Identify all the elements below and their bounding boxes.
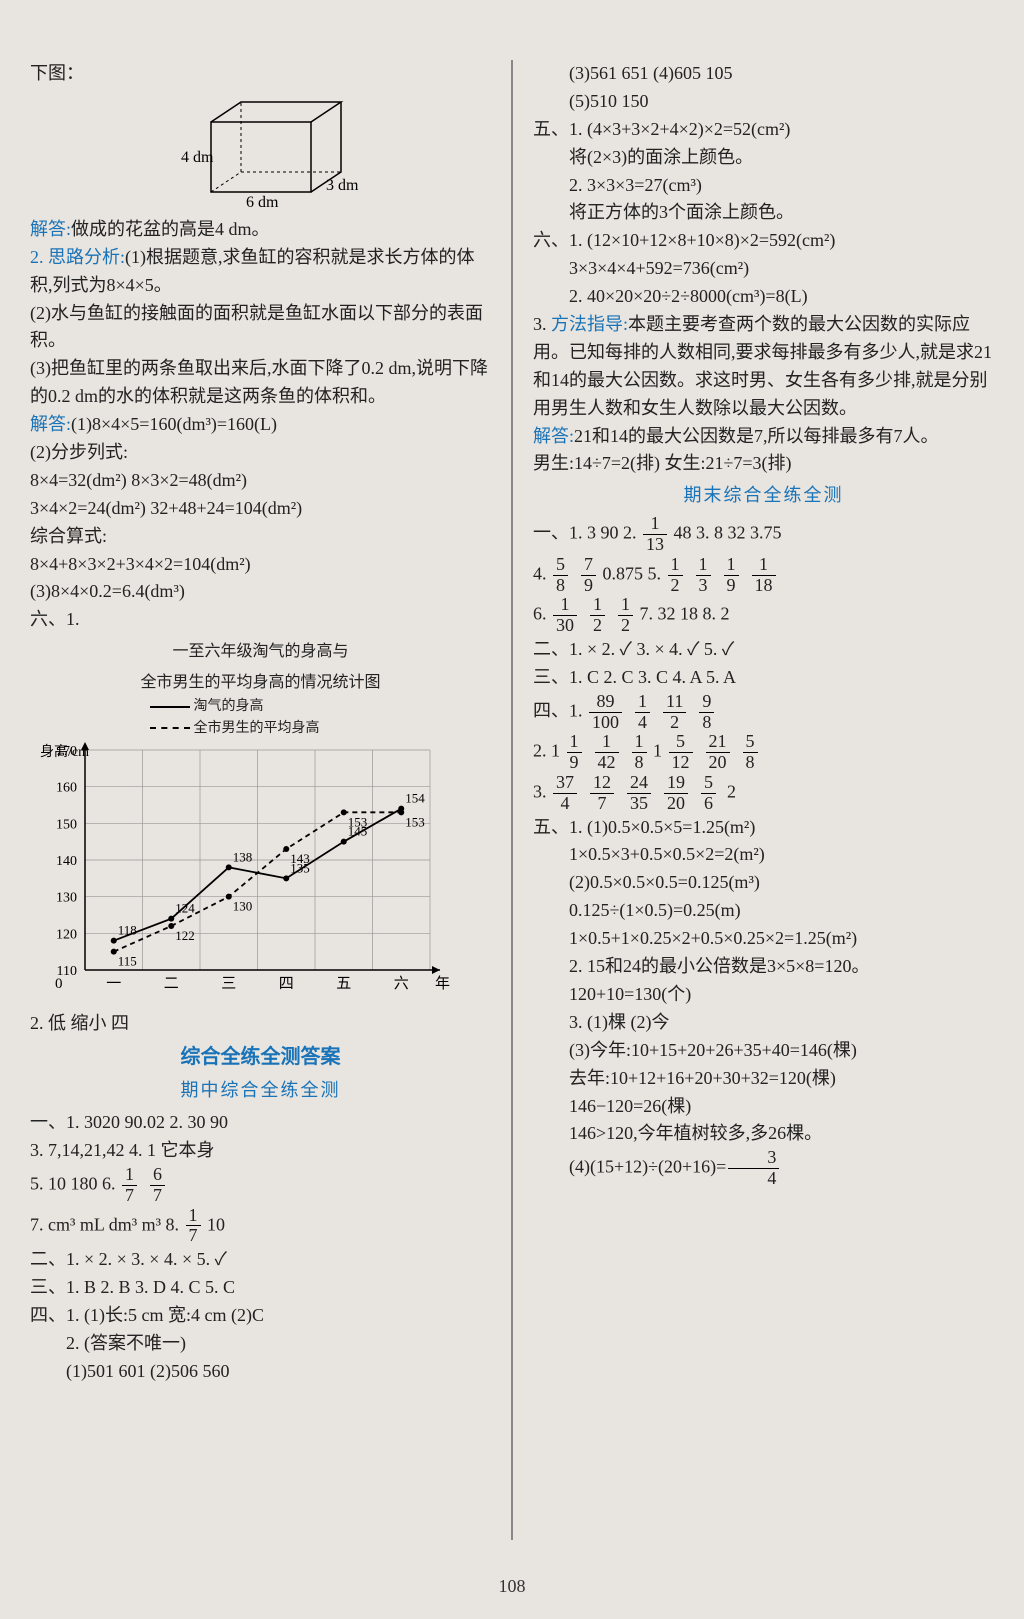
svg-text:120: 120	[56, 928, 77, 943]
text: 五、1. (4×3+3×2+4×2)×2=52(cm²)	[533, 116, 994, 144]
text: 3. 374 127 2435 1920 56 2	[533, 773, 994, 814]
text: 一、1. 3020 90.02 2. 30 90	[30, 1109, 491, 1137]
svg-text:五: 五	[336, 976, 351, 992]
text: (3)561 651 (4)605 105	[533, 60, 994, 88]
svg-text:140: 140	[56, 854, 77, 869]
text: 3. (1)棵 (2)今	[533, 1009, 994, 1037]
text: 将(2×3)的面涂上颜色。	[533, 144, 994, 172]
text: 将正方体的3个面涂上颜色。	[533, 199, 994, 227]
text: 四、1. 89100 14 112 98	[533, 692, 994, 733]
text: 2. 15和24的最小公倍数是3×5×8=120。	[533, 953, 994, 981]
text: 2. (答案不唯一)	[30, 1330, 491, 1358]
text: 五、1. (1)0.5×0.5×5=1.25(m²)	[533, 814, 994, 842]
text: 120+10=130(个)	[533, 981, 994, 1009]
svg-text:153: 153	[405, 815, 425, 830]
svg-text:150: 150	[56, 818, 77, 833]
text: 0.125÷(1×0.5)=0.25(m)	[533, 897, 994, 925]
text: (5)510 150	[533, 88, 994, 116]
chart-title: 一至六年级淘气的身高与	[30, 640, 491, 665]
text: (3)把鱼缸里的两条鱼取出来后,水面下降了0.2 dm,说明下降的0.2 dm的…	[30, 355, 491, 411]
svg-text:一: 一	[106, 976, 121, 992]
text: 2. 1 19 142 18 1 512 2120 58	[533, 732, 994, 773]
text: 2. 40×20×20÷2÷8000(cm³)=8(L)	[533, 283, 994, 311]
left-column: 下图： 4 dm 6 dm 3 dm 解答:做成的花盆的高是4 dm。 2. 思…	[30, 60, 491, 1540]
text: 六、1.	[30, 606, 491, 634]
svg-text:0: 0	[55, 976, 63, 992]
text: (2)分步列式:	[30, 439, 491, 467]
text: 去年:10+12+16+20+30+32=120(棵)	[533, 1065, 994, 1093]
text: 一、1. 3 90 2. 113 48 3. 8 32 3.75	[533, 514, 994, 555]
text: 三、1. B 2. B 3. D 4. C 5. C	[30, 1274, 491, 1302]
svg-text:六: 六	[394, 975, 409, 992]
svg-text:124: 124	[175, 901, 195, 916]
text: 146−120=26(棵)	[533, 1093, 994, 1121]
line-chart: 110120130140150160170一二三四五六年级身高/cm118124…	[30, 740, 450, 1010]
right-column: (3)561 651 (4)605 105 (5)510 150 五、1. (4…	[533, 60, 994, 1540]
text: (3)今年:10+15+20+26+35+40=146(棵)	[533, 1037, 994, 1065]
svg-text:3 dm: 3 dm	[326, 177, 359, 194]
svg-text:身高/cm: 身高/cm	[40, 743, 89, 760]
column-divider	[511, 60, 513, 1540]
svg-text:115: 115	[118, 954, 137, 969]
subheading: 期末综合全练全测	[533, 482, 994, 510]
text: 146>120,今年植树较多,多26棵。	[533, 1120, 994, 1148]
text: (4)(15+12)÷(20+16)=34	[533, 1148, 994, 1189]
text: 四、1. (1)长:5 cm 宽:4 cm (2)C	[30, 1302, 491, 1330]
svg-text:143: 143	[290, 851, 310, 866]
text: (2)水与鱼缸的接触面的面积就是鱼缸水面以下部分的表面积。	[30, 300, 491, 356]
text: 5. 10 180 6. 17 67	[30, 1165, 491, 1206]
text: 解答:做成的花盆的高是4 dm。	[30, 216, 491, 244]
text: 8×4=32(dm²) 8×3×2=48(dm²)	[30, 467, 491, 495]
text: 3×3×4×4+592=736(cm²)	[533, 255, 994, 283]
text: 2. 思路分析:(1)根据题意,求鱼缸的容积就是求长方体的体积,列式为8×4×5…	[30, 244, 491, 300]
text: 男生:14÷7=2(排) 女生:21÷7=3(排)	[533, 450, 994, 478]
svg-text:138: 138	[233, 850, 253, 865]
text: 3. 方法指导:本题主要考查两个数的最大公因数的实际应用。已知每排的人数相同,要…	[533, 311, 994, 423]
svg-text:153: 153	[348, 815, 368, 830]
svg-text:122: 122	[175, 928, 195, 943]
text: 1×0.5×3+0.5×0.5×2=2(m²)	[533, 841, 994, 869]
text: (3)8×4×0.2=6.4(dm³)	[30, 578, 491, 606]
text: 解答:(1)8×4×5=160(dm³)=160(L)	[30, 411, 491, 439]
chart-title: 全市男生的平均身高的情况统计图	[30, 671, 491, 696]
page-number: 108	[0, 1576, 1024, 1597]
svg-text:160: 160	[56, 781, 77, 796]
svg-text:二: 二	[164, 976, 179, 992]
text: 六、1. (12×10+12×8+10×8)×2=592(cm²)	[533, 227, 994, 255]
text: 6. 130 12 12 7. 32 18 8. 2	[533, 595, 994, 636]
text: 二、1. × 2. × 3. × 4. × 5. ✓	[30, 1246, 491, 1274]
svg-text:4 dm: 4 dm	[181, 149, 214, 166]
subheading: 期中综合全练全测	[30, 1077, 491, 1105]
text: 8×4+8×3×2+3×4×2=104(dm²)	[30, 551, 491, 579]
text: 2. 3×3×3=27(cm³)	[533, 172, 994, 200]
svg-text:四: 四	[279, 976, 294, 992]
svg-text:130: 130	[233, 899, 253, 914]
svg-text:6 dm: 6 dm	[246, 194, 279, 211]
svg-text:三: 三	[221, 976, 236, 992]
svg-text:154: 154	[405, 791, 425, 806]
text: 2. 低 缩小 四	[30, 1010, 491, 1038]
text: 7. cm³ mL dm³ m³ 8. 17 10	[30, 1206, 491, 1247]
text: 综合算式:	[30, 523, 491, 551]
text: 3. 7,14,21,42 4. 1 它本身	[30, 1137, 491, 1165]
svg-text:118: 118	[118, 923, 137, 938]
text: 下图：	[30, 60, 491, 88]
legend: 淘气的身高 全市男生的平均身高	[150, 696, 320, 739]
text: 解答:21和14的最大公因数是7,所以每排最多有7人。	[533, 423, 994, 451]
cube-diagram: 4 dm 6 dm 3 dm	[151, 92, 371, 212]
heading: 综合全练全测答案	[30, 1042, 491, 1073]
text: 3×4×2=24(dm²) 32+48+24=104(dm²)	[30, 495, 491, 523]
svg-text:年级: 年级	[435, 975, 450, 992]
text: 三、1. C 2. C 3. C 4. A 5. A	[533, 664, 994, 692]
text: (2)0.5×0.5×0.5=0.125(m³)	[533, 869, 994, 897]
text: 1×0.5+1×0.25×2+0.5×0.25×2=1.25(m²)	[533, 925, 994, 953]
text: 4. 58 79 0.875 5. 12 13 19 118	[533, 555, 994, 596]
text: 二、1. × 2. ✓ 3. × 4. ✓ 5. ✓	[533, 636, 994, 664]
text: (1)501 601 (2)506 560	[30, 1358, 491, 1386]
svg-text:130: 130	[56, 891, 77, 906]
